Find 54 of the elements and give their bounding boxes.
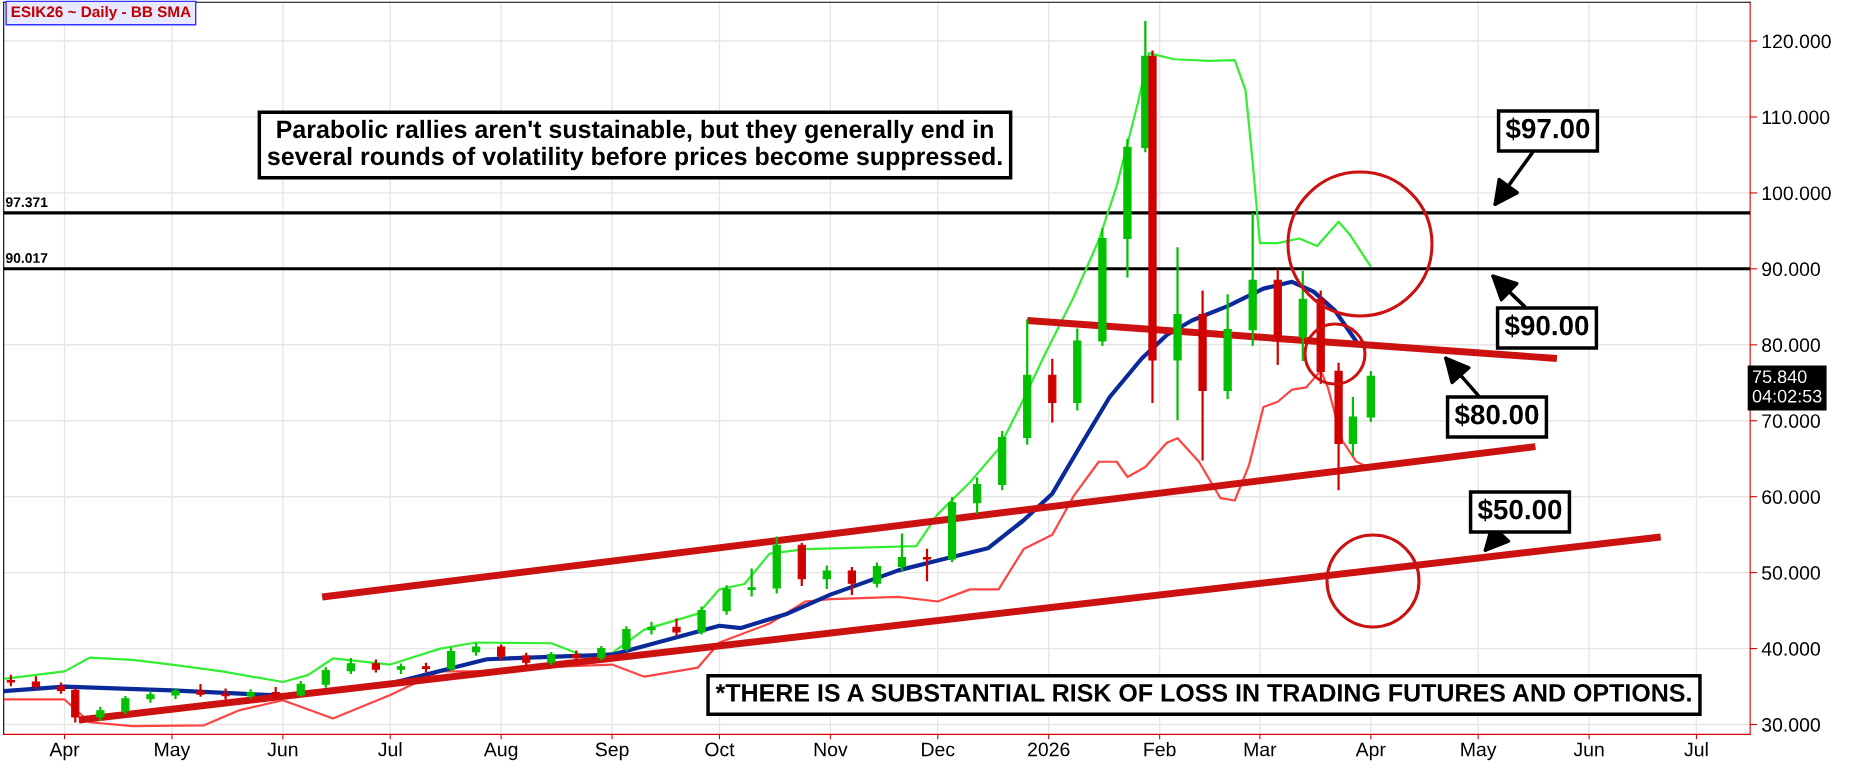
y-tick-label: 30.000 xyxy=(1761,717,1820,732)
ref-line-label: 90.017 xyxy=(5,253,48,263)
x-tick-label: Jul xyxy=(1684,742,1708,757)
candlestick xyxy=(922,548,932,582)
candlestick xyxy=(446,647,456,671)
candlestick xyxy=(722,585,731,615)
y-tick-label: 60.000 xyxy=(1762,490,1820,504)
y-tick-label: 50.000 xyxy=(1762,566,1820,580)
chart-title: ESIK26 ~ Daily - BB SMA xyxy=(11,5,191,21)
annotation: $50.00 xyxy=(1477,498,1562,522)
candlestick xyxy=(697,606,706,635)
x-tick-label: Nov xyxy=(814,742,848,757)
candlestick xyxy=(146,691,155,703)
candlestick xyxy=(622,626,631,652)
candlestick xyxy=(196,683,205,697)
annotation: *THERE IS A SUBSTANTIAL RISK OF LOSS IN TRADING FUTURES AND OPTIONS. xyxy=(715,684,1691,702)
line-series xyxy=(3,52,1372,684)
candlestick xyxy=(972,477,982,514)
candlestick xyxy=(221,688,230,700)
candlestick xyxy=(822,565,831,589)
annotation: $97.00 xyxy=(1505,117,1590,141)
x-tick-label: Jun xyxy=(1573,742,1604,757)
text: 75.840 04:02:53 xyxy=(1752,370,1822,403)
annotation: $80.00 xyxy=(1454,403,1539,427)
x-tick-label: May xyxy=(1461,742,1497,761)
y-tick-label: 100.000 xyxy=(1762,186,1831,201)
y-tick-label: 90.000 xyxy=(1762,262,1820,277)
y-tick-label: 110.000 xyxy=(1762,110,1830,125)
x-tick-label: Aug xyxy=(483,742,518,761)
x-tick-label: Apr xyxy=(49,742,80,761)
candlestick xyxy=(897,533,907,571)
annotation: $90.00 xyxy=(1504,314,1589,338)
x-tick-label: Jun xyxy=(267,742,298,757)
candlestick xyxy=(847,566,857,596)
candlestick xyxy=(647,621,656,635)
y-tick-label: 40.000 xyxy=(1761,642,1820,656)
x-tick-label: Feb xyxy=(1144,742,1176,757)
candlestick xyxy=(321,667,330,688)
x-tick-label: Sep xyxy=(595,742,629,761)
x-tick-label: May xyxy=(155,742,191,761)
y-tick-label: 80.000 xyxy=(1762,338,1820,353)
candlestick xyxy=(672,618,681,637)
x-tick-label: 2026 xyxy=(1028,742,1070,757)
x-tick-label: Dec xyxy=(922,742,955,757)
y-tick-label: 70.000 xyxy=(1762,414,1820,428)
ref-line-label: 97.371 xyxy=(5,197,48,208)
y-tick-label: 120.000 xyxy=(1762,34,1831,49)
x-tick-label: Apr xyxy=(1355,742,1386,761)
annotation: Parabolic rallies aren't sustainable, but they generally end in several rounds of volatility before prices become suppressed. xyxy=(267,119,1002,171)
candlestick xyxy=(872,562,882,588)
x-tick-label: Jul xyxy=(378,742,402,757)
x-tick-label: Oct xyxy=(705,742,735,757)
candlestick xyxy=(747,568,756,597)
x-tick-label: Mar xyxy=(1244,742,1277,757)
